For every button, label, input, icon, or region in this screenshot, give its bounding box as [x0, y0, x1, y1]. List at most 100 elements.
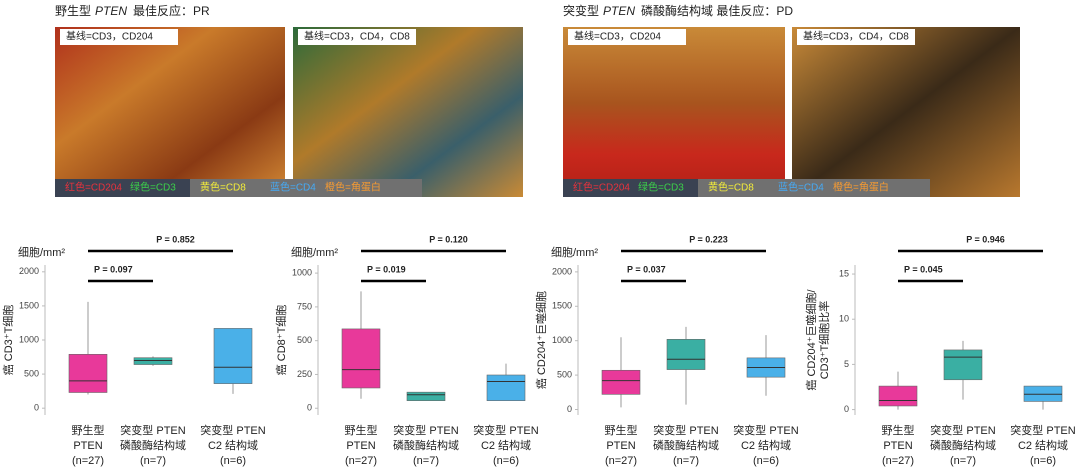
x-tick-label: 野生型: [345, 423, 378, 437]
p-value: P = 0.852: [156, 234, 195, 244]
x-tick-label: (n=6): [1030, 455, 1056, 467]
x-tick-label: (n=7): [950, 455, 976, 467]
y-tick-label: 0: [307, 403, 312, 413]
x-tick-label: 突变型 PTEN: [733, 423, 798, 437]
y-tick-label: 500: [297, 335, 312, 345]
x-tick-label: C2 结构域: [741, 438, 791, 452]
x-tick-label: 突变型 PTEN: [120, 423, 185, 437]
box: [406, 391, 446, 401]
p-value: P = 0.019: [367, 264, 406, 274]
image-label: 基线=CD3，CD4，CD8: [803, 30, 909, 43]
box: [943, 349, 983, 381]
y-axis-label: 癌 CD8⁺T细胞: [274, 305, 288, 376]
y-tick-label: 2000: [552, 266, 572, 276]
y-tick-label: 1000: [292, 267, 312, 277]
x-tick-label: (n=6): [493, 455, 519, 467]
y-tick-label: 0: [844, 404, 849, 414]
x-tick-label: 突变型 PTEN: [930, 423, 995, 437]
box: [601, 369, 641, 395]
x-tick-label: 磷酸酶结构域: [930, 438, 996, 452]
y-tick-label: 1000: [19, 334, 39, 344]
image-label: 基线=CD3，CD4，CD8: [304, 30, 410, 43]
x-tick-label: (n=6): [220, 455, 246, 467]
x-tick-label: 野生型: [605, 423, 638, 437]
x-tick-label: 突变型 PTEN: [200, 423, 265, 437]
legend-text: 绿色=CD3: [130, 181, 176, 194]
x-tick-label: 野生型: [72, 423, 105, 437]
unit-label: 细胞/mm²: [291, 246, 338, 259]
x-tick-label: (n=7): [413, 455, 439, 467]
x-tick-label: 磷酸酶结构域: [393, 438, 459, 452]
legend-text: 黄色=CD8: [200, 181, 246, 194]
legend-bar: [563, 179, 698, 197]
legend-bar: [698, 179, 930, 197]
image-label: 基线=CD3，CD204: [574, 30, 661, 43]
x-tick-label: 磷酸酶结构域: [120, 438, 186, 452]
p-value: P = 0.120: [429, 234, 468, 244]
y-axis-label: CD3⁺T细胞比率: [817, 301, 831, 380]
x-tick-label: C2 结构域: [1018, 438, 1068, 452]
x-tick-label: (n=6): [753, 455, 779, 467]
image-label-box: [797, 29, 915, 45]
y-tick-label: 15: [839, 268, 849, 278]
x-tick-label: PTEN: [346, 440, 375, 452]
y-tick-label: 0: [34, 403, 39, 413]
p-value: P = 0.037: [627, 264, 666, 274]
legend-text: 红色=CD204: [573, 181, 630, 194]
image-label: 基线=CD3，CD204: [66, 30, 153, 43]
y-tick-label: 500: [557, 369, 572, 379]
y-tick-label: 750: [297, 301, 312, 311]
x-tick-label: 突变型 PTEN: [393, 423, 458, 437]
x-tick-label: C2 结构域: [481, 438, 531, 452]
legend-text: 蓝色=CD4: [270, 181, 316, 194]
image-label-box: [298, 29, 416, 45]
unit-label: 细胞/mm²: [18, 246, 65, 259]
x-tick-label: 磷酸酶结构域: [653, 438, 719, 452]
box: [666, 339, 706, 370]
x-tick-label: PTEN: [883, 440, 912, 452]
micrograph: [563, 27, 785, 197]
box: [341, 328, 381, 389]
image-label-box: [60, 29, 178, 45]
box: [68, 354, 108, 393]
box: [486, 374, 526, 401]
box: [133, 357, 173, 365]
title-part: 最佳反应：PR: [133, 3, 210, 18]
x-tick-label: (n=27): [72, 455, 104, 467]
title-part: 磷酸酶结构域 最佳反应：PD: [641, 3, 793, 18]
legend-text: 绿色=CD3: [638, 181, 684, 194]
y-tick-label: 10: [839, 314, 849, 324]
y-axis-label: 癌 CD204⁺巨噬细胞/: [804, 288, 818, 390]
y-tick-label: 0: [567, 404, 572, 414]
legend-text: 红色=CD204: [65, 181, 122, 194]
panel-title: 突变型 PTEN 磷酸酶结构域 最佳反应：PD: [563, 3, 793, 18]
x-tick-label: (n=27): [345, 455, 377, 467]
y-tick-label: 2000: [19, 266, 39, 276]
legend-bar: [55, 179, 190, 197]
box: [213, 328, 253, 384]
panel-title: 野生型 PTEN 最佳反应：PR: [55, 3, 210, 18]
box: [878, 385, 918, 407]
x-tick-label: (n=7): [140, 455, 166, 467]
title-part: 突变型: [563, 3, 599, 18]
unit-label: 细胞/mm²: [551, 246, 598, 259]
y-tick-label: 1000: [552, 335, 572, 345]
p-value: P = 0.223: [689, 234, 728, 244]
legend-bar: [190, 179, 422, 197]
title-part: PTEN: [603, 4, 635, 18]
x-tick-label: (n=27): [882, 455, 914, 467]
x-tick-label: C2 结构域: [208, 438, 258, 452]
y-tick-label: 5: [844, 359, 849, 369]
micrograph: [792, 27, 1020, 197]
legend-text: 橙色=角蛋白: [325, 181, 381, 194]
y-tick-label: 1500: [552, 301, 572, 311]
y-tick-label: 1500: [19, 300, 39, 310]
y-tick-label: 500: [24, 368, 39, 378]
y-tick-label: 250: [297, 369, 312, 379]
p-value: P = 0.946: [966, 234, 1005, 244]
micrograph: [55, 27, 285, 197]
p-value: P = 0.097: [94, 264, 133, 274]
title-part: PTEN: [95, 4, 127, 18]
legend-text: 蓝色=CD4: [778, 181, 824, 194]
